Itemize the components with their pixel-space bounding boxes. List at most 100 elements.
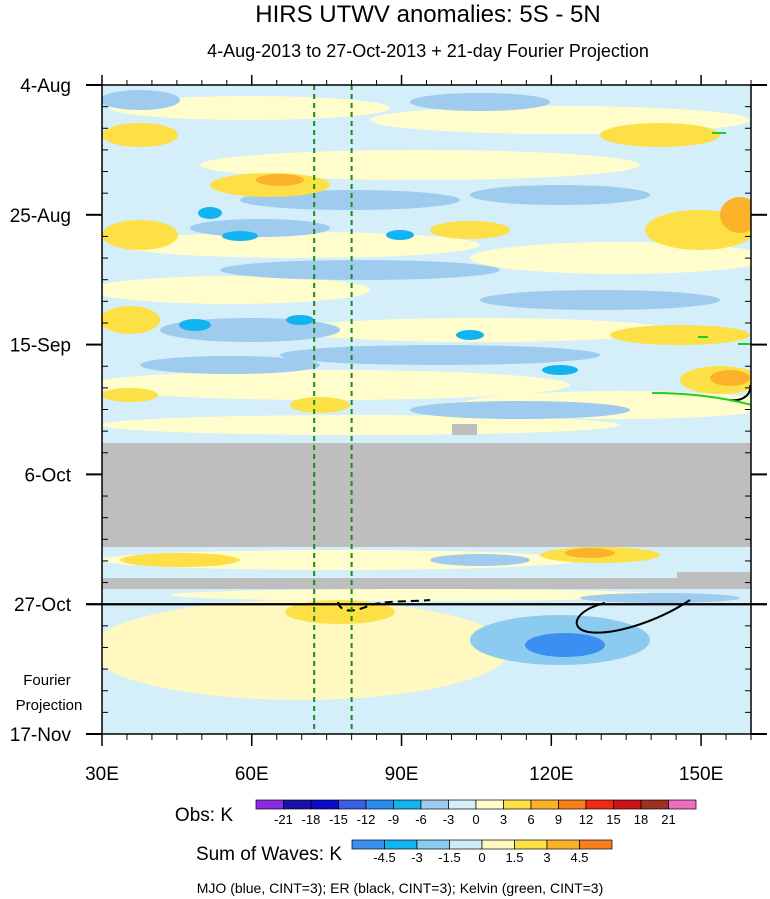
colorbar-swatch (558, 799, 587, 810)
colorbar-tick-label: -3 (443, 812, 455, 827)
plot-area (102, 85, 751, 734)
chart-subtitle: 4-Aug-2013 to 27-Oct-2013 + 21-day Fouri… (207, 41, 649, 61)
colorbar-swatch (585, 799, 614, 810)
missing-data-band (452, 424, 477, 435)
colorbar-swatch (613, 799, 642, 810)
obs-blob (542, 365, 578, 375)
obs-blob (480, 290, 720, 310)
obs-blob (386, 230, 414, 240)
x-tick-label: 90E (385, 764, 419, 785)
colorbar-swatch (338, 799, 367, 810)
missing-data (102, 424, 751, 589)
obs-colorbar-label: Obs: K (175, 805, 233, 826)
colorbar-swatch (365, 799, 394, 810)
obs-blob (290, 397, 350, 413)
obs-blob (102, 276, 370, 304)
obs-blob (190, 219, 330, 237)
obs-blob (580, 593, 740, 603)
y-tick-label: 27-Oct (14, 595, 72, 616)
obs-blob (280, 345, 600, 365)
colorbar-tick-label: -4.5 (373, 850, 395, 865)
kelvin-contour (651, 392, 751, 406)
er-contour-solid (575, 599, 691, 634)
colorbar-tick-label: 15 (606, 812, 620, 827)
colorbar-swatch (416, 839, 450, 850)
colorbar-tick-label: 21 (661, 812, 675, 827)
reference-lines (313, 85, 353, 734)
colorbar-swatch (351, 839, 385, 850)
obs-blob (220, 260, 500, 280)
obs-anomaly-field (102, 90, 751, 603)
obs-blob (290, 318, 670, 342)
obs-blob (600, 123, 720, 147)
missing-data-band (102, 443, 751, 547)
obs-colorbar: -21 -18 -15 -12 -9 -6 -3 0 3 6 9 12 15 18 21 (255, 799, 697, 827)
obs-blob (470, 185, 650, 205)
colorbar-swatch (255, 799, 284, 810)
obs-blob (470, 242, 751, 274)
obs-blob (120, 553, 240, 567)
obs-blob (200, 150, 640, 180)
obs-blob (102, 415, 620, 435)
colorbar-swatch (579, 839, 613, 850)
colorbar-swatch (393, 799, 422, 810)
colorbar-tick-label: 3 (543, 850, 550, 865)
obs-blob (710, 370, 750, 386)
obs-blob (120, 232, 480, 258)
x-tick-label: 120E (529, 764, 573, 785)
colorbar-tick-label: 9 (555, 812, 562, 827)
colorbar-tick-label: 3 (500, 812, 507, 827)
x-tick-label: 150E (679, 764, 723, 785)
colorbar-tick-label: -18 (302, 812, 321, 827)
colorbar-tick-label: 4.5 (570, 850, 588, 865)
projection-label-line1: Fourier (23, 672, 71, 689)
colorbar-tick-label: -1.5 (438, 850, 460, 865)
colorbar-swatch (448, 799, 477, 810)
obs-blob (720, 197, 751, 233)
colorbar-swatch (449, 839, 483, 850)
colorbar-tick-label: 1.5 (505, 850, 523, 865)
er-contour-dashed (337, 599, 431, 612)
colorbar-tick-label: 0 (478, 850, 485, 865)
obs-blob (256, 174, 304, 186)
obs-blob (565, 548, 615, 558)
colorbar-swatch (420, 799, 449, 810)
colorbar-swatch (640, 799, 669, 810)
y-tick-label: 6-Oct (25, 465, 72, 486)
obs-blob (140, 356, 320, 374)
obs-blob (430, 554, 530, 566)
colorbar-tick-label: 0 (472, 812, 479, 827)
obs-blob (410, 401, 630, 419)
footnote: MJO (blue, CINT=3); ER (black, CINT=3); … (197, 880, 604, 896)
obs-blob (610, 325, 750, 345)
y-tick-label: 17-Nov (10, 725, 72, 746)
obs-blob (410, 93, 550, 111)
wave-contours (337, 132, 751, 634)
obs-blob (286, 315, 314, 325)
colorbar-tick-label: -3 (411, 850, 423, 865)
y-tick-label: 25-Aug (10, 206, 71, 227)
colorbar-tick-label: -15 (329, 812, 348, 827)
colorbar-tick-label: 12 (579, 812, 593, 827)
missing-data-band (677, 572, 751, 589)
colorbar-swatch (283, 799, 312, 810)
x-tick-label: 30E (85, 764, 119, 785)
colorbar-tick-label: -6 (415, 812, 427, 827)
y-tick-label: 15-Sep (10, 336, 71, 357)
projection-field (102, 600, 751, 734)
colorbar-swatch (546, 839, 580, 850)
obs-blob (179, 319, 211, 331)
colorbar-swatch (481, 839, 515, 850)
chart-title: HIRS UTWV anomalies: 5S - 5N (255, 1, 600, 28)
obs-blob (456, 330, 484, 340)
x-tick-label: 60E (235, 764, 269, 785)
obs-blob (110, 96, 390, 120)
obs-blob (102, 90, 180, 110)
colorbar-tick-label: -12 (357, 812, 376, 827)
projection-blob (102, 600, 510, 700)
colorbar-tick-label: 18 (634, 812, 648, 827)
x-tick-labels: 30E 60E 90E 120E 150E (85, 764, 723, 785)
colorbar-swatch (475, 799, 504, 810)
colorbar-tick-label: -21 (274, 812, 293, 827)
obs-blob (430, 221, 510, 239)
